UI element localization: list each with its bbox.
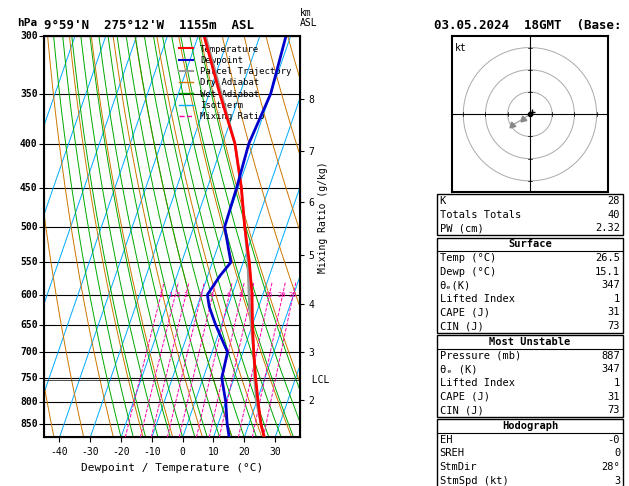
Text: Dewp (°C): Dewp (°C) — [440, 267, 496, 277]
Text: 600: 600 — [20, 290, 38, 300]
Text: Surface: Surface — [508, 240, 552, 249]
Text: 15: 15 — [264, 292, 273, 298]
Text: 31: 31 — [608, 308, 620, 317]
Text: PW (cm): PW (cm) — [440, 224, 484, 233]
Text: 1.5: 1.5 — [168, 292, 181, 298]
Text: 15.1: 15.1 — [595, 267, 620, 277]
Text: 750: 750 — [20, 373, 38, 383]
Text: 03.05.2024  18GMT  (Base: 06): 03.05.2024 18GMT (Base: 06) — [434, 19, 629, 33]
Text: Pressure (mb): Pressure (mb) — [440, 351, 521, 361]
Text: 850: 850 — [20, 419, 38, 430]
X-axis label: Dewpoint / Temperature (°C): Dewpoint / Temperature (°C) — [81, 463, 263, 473]
Text: 1: 1 — [158, 292, 162, 298]
Text: 800: 800 — [20, 397, 38, 407]
Text: 10: 10 — [246, 292, 255, 298]
Text: 350: 350 — [20, 89, 38, 99]
Text: 8: 8 — [238, 292, 243, 298]
Text: Totals Totals: Totals Totals — [440, 210, 521, 220]
Text: 347: 347 — [601, 364, 620, 374]
Text: 26.5: 26.5 — [595, 253, 620, 263]
Text: SREH: SREH — [440, 449, 465, 458]
Text: hPa: hPa — [18, 18, 38, 28]
Text: Lifted Index: Lifted Index — [440, 294, 515, 304]
Text: 40: 40 — [608, 210, 620, 220]
Text: 347: 347 — [601, 280, 620, 290]
Text: 6: 6 — [226, 292, 231, 298]
Text: θₑ(K): θₑ(K) — [440, 280, 471, 290]
Text: 9°59'N  275°12'W  1155m  ASL: 9°59'N 275°12'W 1155m ASL — [44, 19, 254, 33]
Text: StmSpd (kt): StmSpd (kt) — [440, 476, 508, 486]
Text: © weatheronline.co.uk: © weatheronline.co.uk — [474, 467, 586, 476]
Text: 550: 550 — [20, 257, 38, 267]
Text: 3: 3 — [199, 292, 203, 298]
Text: 25: 25 — [288, 292, 297, 298]
Text: 887: 887 — [601, 351, 620, 361]
Text: 2.32: 2.32 — [595, 224, 620, 233]
Text: 1: 1 — [614, 378, 620, 388]
Text: CAPE (J): CAPE (J) — [440, 308, 489, 317]
Text: EH: EH — [440, 435, 452, 445]
Text: StmDir: StmDir — [440, 462, 477, 472]
Text: km
ASL: km ASL — [300, 8, 318, 28]
Text: Lifted Index: Lifted Index — [440, 378, 515, 388]
Text: 2: 2 — [183, 292, 187, 298]
Text: -0: -0 — [608, 435, 620, 445]
Text: CAPE (J): CAPE (J) — [440, 392, 489, 401]
Text: K: K — [440, 196, 446, 206]
Text: CIN (J): CIN (J) — [440, 405, 484, 415]
Text: 500: 500 — [20, 222, 38, 232]
Text: θₑ (K): θₑ (K) — [440, 364, 477, 374]
Text: LCL: LCL — [300, 375, 330, 385]
Text: 650: 650 — [20, 319, 38, 330]
Text: 1: 1 — [614, 294, 620, 304]
Text: 28: 28 — [608, 196, 620, 206]
Legend: Temperature, Dewpoint, Parcel Trajectory, Dry Adiabat, Wet Adiabat, Isotherm, Mi: Temperature, Dewpoint, Parcel Trajectory… — [176, 41, 295, 125]
Text: 73: 73 — [608, 405, 620, 415]
Text: 3: 3 — [614, 476, 620, 486]
Text: Hodograph: Hodograph — [502, 421, 558, 431]
Text: 0: 0 — [614, 449, 620, 458]
Text: Most Unstable: Most Unstable — [489, 337, 571, 347]
Text: 4: 4 — [210, 292, 214, 298]
Text: 20: 20 — [278, 292, 286, 298]
Text: 400: 400 — [20, 139, 38, 149]
Text: CIN (J): CIN (J) — [440, 321, 484, 331]
Text: 31: 31 — [608, 392, 620, 401]
Text: 300: 300 — [20, 32, 38, 41]
Text: 450: 450 — [20, 183, 38, 192]
Text: Temp (°C): Temp (°C) — [440, 253, 496, 263]
Text: 700: 700 — [20, 347, 38, 357]
Text: Mixing Ratio (g/kg): Mixing Ratio (g/kg) — [318, 161, 328, 273]
Text: 28°: 28° — [601, 462, 620, 472]
Text: kt: kt — [455, 43, 467, 52]
Text: 73: 73 — [608, 321, 620, 331]
